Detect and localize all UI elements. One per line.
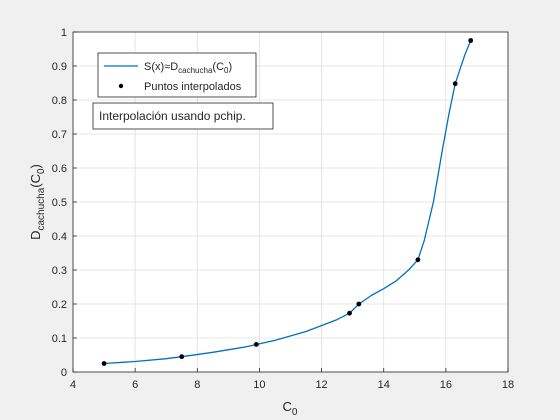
data-point — [415, 257, 421, 263]
data-point — [356, 301, 362, 307]
x-tick-label: 4 — [70, 379, 76, 391]
x-tick-label: 12 — [315, 379, 327, 391]
data-point — [179, 354, 185, 360]
legend: S(x)≈Dcachucha(C0) Puntos interpolados — [97, 52, 257, 98]
x-tick-label: 8 — [194, 379, 200, 391]
y-tick-label: 0.6 — [52, 163, 67, 175]
legend-box — [97, 52, 257, 98]
legend-entry-points: Puntos interpolados — [144, 81, 242, 93]
ticks: 4 6 8 10 12 14 16 18 0 0.1 0.2 0.3 0.4 0.5 0.6 0.7 0.8 0.… — [52, 27, 514, 391]
annotation: Interpolación usando pchip. — [92, 102, 274, 130]
plot-area — [101, 38, 474, 366]
legend-point-swatch — [118, 83, 124, 89]
y-tick-label: 0.4 — [52, 231, 67, 243]
data-point — [468, 38, 474, 43]
y-tick-label: 0.9 — [52, 61, 67, 73]
y-axis-label: Dcachucha(C0) — [28, 164, 47, 240]
y-tick-label: 0.2 — [52, 299, 67, 311]
interpolated-curve — [104, 40, 472, 365]
x-tick-label: 10 — [253, 379, 265, 391]
data-point — [452, 81, 458, 87]
data-point — [253, 342, 259, 347]
x-tick-label: 18 — [502, 379, 514, 391]
x-tick-label: 6 — [132, 379, 138, 391]
annotation-box — [92, 102, 274, 130]
x-axis-label: C0 — [283, 399, 298, 418]
data-point — [347, 310, 352, 316]
y-tick-label: 1 — [61, 27, 67, 39]
y-tick-label: 0.3 — [52, 265, 67, 277]
x-tick-label: 16 — [440, 379, 452, 391]
data-point — [101, 361, 107, 366]
y-tick-label: 0.1 — [52, 333, 67, 345]
y-tick-label: 0 — [61, 367, 67, 379]
x-tick-label: 14 — [378, 379, 390, 391]
y-tick-label: 0.7 — [52, 129, 67, 141]
legend-entry-curve: S(x)≈Dcachucha(C0) — [144, 61, 232, 75]
y-tick-label: 0.8 — [52, 95, 67, 107]
y-tick-label: 0.5 — [52, 197, 67, 209]
annotation-text: Interpolación usando pchip. — [99, 109, 246, 123]
